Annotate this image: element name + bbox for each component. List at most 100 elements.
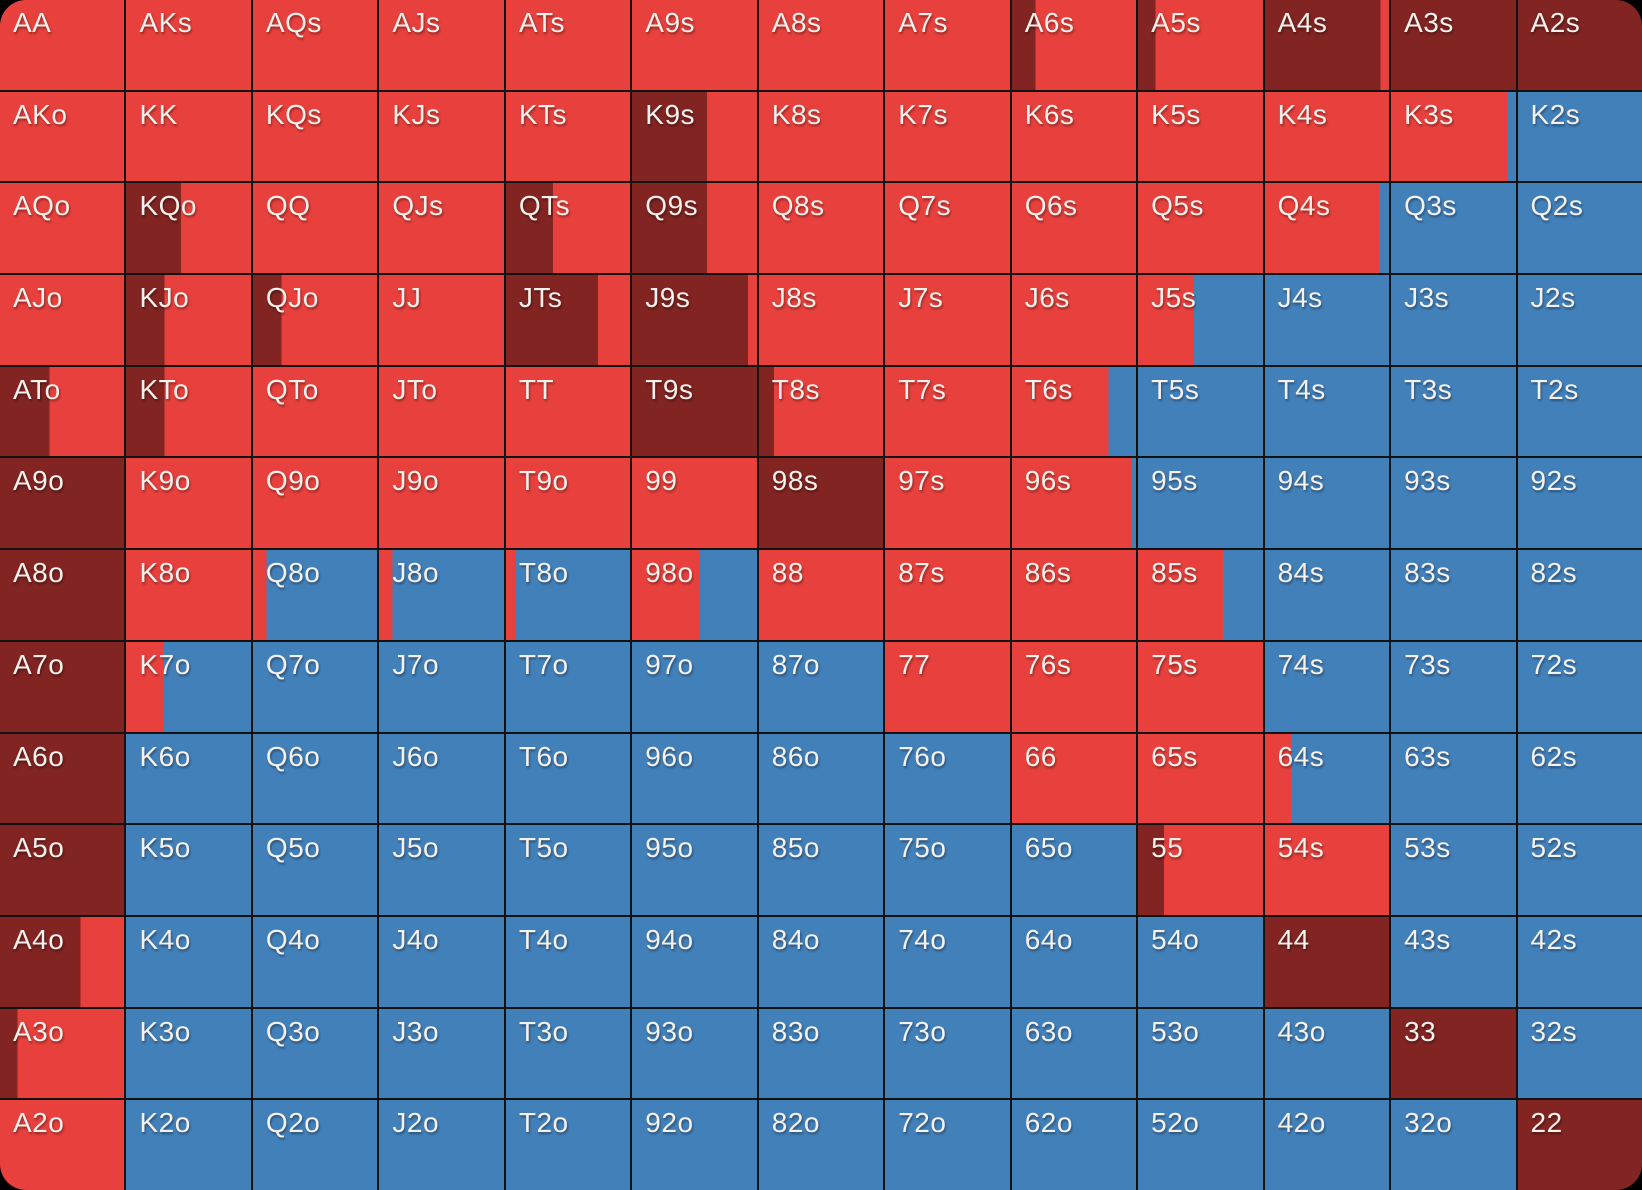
hand-cell-J6o[interactable]: J6o bbox=[379, 733, 504, 824]
hand-cell-Q6s[interactable]: Q6s bbox=[1011, 183, 1137, 274]
hand-cell-A8s[interactable]: A8s bbox=[758, 0, 884, 90]
hand-cell-86s[interactable]: 86s bbox=[1011, 550, 1137, 640]
hand-cell-Q9s[interactable]: Q9s bbox=[632, 183, 757, 274]
hand-cell-Q6o[interactable]: Q6o bbox=[252, 733, 378, 824]
hand-cell-KTs[interactable]: KTs bbox=[505, 91, 631, 182]
hand-cell-74o[interactable]: 74o bbox=[885, 916, 1010, 1007]
hand-cell-53s[interactable]: 53s bbox=[1391, 825, 1516, 915]
hand-cell-65s[interactable]: 65s bbox=[1138, 733, 1263, 824]
hand-cell-Q3s[interactable]: Q3s bbox=[1391, 183, 1516, 274]
hand-cell-44[interactable]: 44 bbox=[1264, 916, 1390, 1007]
hand-cell-33[interactable]: 33 bbox=[1391, 1008, 1516, 1099]
hand-cell-A7o[interactable]: A7o bbox=[0, 641, 125, 732]
hand-cell-63s[interactable]: 63s bbox=[1391, 733, 1516, 824]
hand-cell-42s[interactable]: 42s bbox=[1517, 916, 1642, 1007]
hand-cell-KK[interactable]: KK bbox=[126, 91, 251, 182]
hand-cell-A5o[interactable]: A5o bbox=[0, 825, 125, 915]
hand-cell-AKo[interactable]: AKo bbox=[0, 91, 125, 182]
hand-cell-JTs[interactable]: JTs bbox=[505, 275, 631, 365]
hand-cell-77[interactable]: 77 bbox=[885, 641, 1010, 732]
hand-cell-55[interactable]: 55 bbox=[1138, 825, 1263, 915]
hand-cell-85o[interactable]: 85o bbox=[758, 825, 884, 915]
hand-cell-62s[interactable]: 62s bbox=[1517, 733, 1642, 824]
hand-cell-QQ[interactable]: QQ bbox=[252, 183, 378, 274]
hand-cell-32o[interactable]: 32o bbox=[1391, 1100, 1516, 1190]
hand-cell-J5o[interactable]: J5o bbox=[379, 825, 504, 915]
hand-cell-AA[interactable]: AA bbox=[0, 0, 125, 90]
hand-cell-96o[interactable]: 96o bbox=[632, 733, 757, 824]
hand-cell-ATo[interactable]: ATo bbox=[0, 366, 125, 457]
hand-cell-A6o[interactable]: A6o bbox=[0, 733, 125, 824]
hand-cell-T9o[interactable]: T9o bbox=[505, 458, 631, 549]
hand-cell-A2o[interactable]: A2o bbox=[0, 1100, 125, 1190]
hand-cell-J3o[interactable]: J3o bbox=[379, 1008, 504, 1099]
hand-cell-K5s[interactable]: K5s bbox=[1138, 91, 1263, 182]
hand-cell-Q5o[interactable]: Q5o bbox=[252, 825, 378, 915]
hand-cell-Q4s[interactable]: Q4s bbox=[1264, 183, 1390, 274]
hand-cell-Q7s[interactable]: Q7s bbox=[885, 183, 1010, 274]
hand-cell-A8o[interactable]: A8o bbox=[0, 550, 125, 640]
hand-cell-Q8o[interactable]: Q8o bbox=[252, 550, 378, 640]
hand-cell-J6s[interactable]: J6s bbox=[1011, 275, 1137, 365]
hand-cell-64s[interactable]: 64s bbox=[1264, 733, 1390, 824]
hand-cell-KJo[interactable]: KJo bbox=[126, 275, 251, 365]
hand-cell-K7s[interactable]: K7s bbox=[885, 91, 1010, 182]
hand-cell-J2o[interactable]: J2o bbox=[379, 1100, 504, 1190]
hand-cell-T6o[interactable]: T6o bbox=[505, 733, 631, 824]
hand-cell-KJs[interactable]: KJs bbox=[379, 91, 504, 182]
hand-cell-AJs[interactable]: AJs bbox=[379, 0, 504, 90]
hand-cell-82o[interactable]: 82o bbox=[758, 1100, 884, 1190]
hand-cell-62o[interactable]: 62o bbox=[1011, 1100, 1137, 1190]
hand-cell-92s[interactable]: 92s bbox=[1517, 458, 1642, 549]
hand-cell-43s[interactable]: 43s bbox=[1391, 916, 1516, 1007]
hand-cell-KQs[interactable]: KQs bbox=[252, 91, 378, 182]
hand-cell-J7s[interactable]: J7s bbox=[885, 275, 1010, 365]
hand-cell-J8o[interactable]: J8o bbox=[379, 550, 504, 640]
hand-cell-T8s[interactable]: T8s bbox=[758, 366, 884, 457]
hand-cell-QTo[interactable]: QTo bbox=[252, 366, 378, 457]
hand-cell-Q8s[interactable]: Q8s bbox=[758, 183, 884, 274]
hand-cell-82s[interactable]: 82s bbox=[1517, 550, 1642, 640]
hand-cell-75s[interactable]: 75s bbox=[1138, 641, 1263, 732]
hand-cell-K4s[interactable]: K4s bbox=[1264, 91, 1390, 182]
hand-cell-T3s[interactable]: T3s bbox=[1391, 366, 1516, 457]
hand-cell-98o[interactable]: 98o bbox=[632, 550, 757, 640]
hand-cell-87s[interactable]: 87s bbox=[885, 550, 1010, 640]
hand-cell-43o[interactable]: 43o bbox=[1264, 1008, 1390, 1099]
hand-cell-65o[interactable]: 65o bbox=[1011, 825, 1137, 915]
hand-cell-JTo[interactable]: JTo bbox=[379, 366, 504, 457]
hand-cell-K2s[interactable]: K2s bbox=[1517, 91, 1642, 182]
hand-cell-Q2o[interactable]: Q2o bbox=[252, 1100, 378, 1190]
hand-cell-22[interactable]: 22 bbox=[1517, 1100, 1642, 1190]
hand-cell-92o[interactable]: 92o bbox=[632, 1100, 757, 1190]
hand-cell-KTo[interactable]: KTo bbox=[126, 366, 251, 457]
hand-cell-T2s[interactable]: T2s bbox=[1517, 366, 1642, 457]
hand-cell-JJ[interactable]: JJ bbox=[379, 275, 504, 365]
hand-cell-84s[interactable]: 84s bbox=[1264, 550, 1390, 640]
hand-cell-86o[interactable]: 86o bbox=[758, 733, 884, 824]
hand-cell-64o[interactable]: 64o bbox=[1011, 916, 1137, 1007]
hand-cell-Q3o[interactable]: Q3o bbox=[252, 1008, 378, 1099]
hand-cell-KQo[interactable]: KQo bbox=[126, 183, 251, 274]
hand-cell-K8s[interactable]: K8s bbox=[758, 91, 884, 182]
hand-cell-Q7o[interactable]: Q7o bbox=[252, 641, 378, 732]
hand-cell-A9s[interactable]: A9s bbox=[632, 0, 757, 90]
hand-cell-52o[interactable]: 52o bbox=[1138, 1100, 1263, 1190]
hand-cell-K3o[interactable]: K3o bbox=[126, 1008, 251, 1099]
hand-cell-T9s[interactable]: T9s bbox=[632, 366, 757, 457]
hand-cell-QJs[interactable]: QJs bbox=[379, 183, 504, 274]
hand-cell-72o[interactable]: 72o bbox=[885, 1100, 1010, 1190]
hand-cell-85s[interactable]: 85s bbox=[1138, 550, 1263, 640]
hand-cell-83s[interactable]: 83s bbox=[1391, 550, 1516, 640]
hand-cell-Q9o[interactable]: Q9o bbox=[252, 458, 378, 549]
hand-cell-97s[interactable]: 97s bbox=[885, 458, 1010, 549]
hand-cell-K7o[interactable]: K7o bbox=[126, 641, 251, 732]
hand-cell-54o[interactable]: 54o bbox=[1138, 916, 1263, 1007]
hand-cell-K6s[interactable]: K6s bbox=[1011, 91, 1137, 182]
hand-cell-73s[interactable]: 73s bbox=[1391, 641, 1516, 732]
hand-cell-J5s[interactable]: J5s bbox=[1138, 275, 1263, 365]
hand-cell-AQs[interactable]: AQs bbox=[252, 0, 378, 90]
hand-cell-T5o[interactable]: T5o bbox=[505, 825, 631, 915]
hand-cell-73o[interactable]: 73o bbox=[885, 1008, 1010, 1099]
hand-cell-T3o[interactable]: T3o bbox=[505, 1008, 631, 1099]
